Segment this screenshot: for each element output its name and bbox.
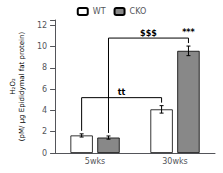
svg-text:H₂O₂: H₂O₂ (9, 78, 17, 95)
svg-text:(pM/ µg Epididymal fat protein: (pM/ µg Epididymal fat protein) (18, 32, 26, 142)
svg-text:10: 10 (37, 42, 47, 51)
svg-text:4: 4 (42, 106, 47, 115)
svg-text:$$$: $$$ (140, 29, 157, 38)
svg-text:0: 0 (42, 149, 47, 158)
svg-text:WT: WT (93, 7, 106, 16)
svg-text:12: 12 (37, 21, 47, 30)
svg-text:tt: tt (118, 88, 126, 97)
svg-text:***: *** (182, 28, 195, 37)
svg-text:6: 6 (42, 85, 47, 94)
svg-text:8: 8 (42, 63, 47, 72)
svg-text:5wks: 5wks (85, 157, 105, 166)
svg-text:2: 2 (42, 127, 47, 136)
svg-text:CKO: CKO (130, 7, 147, 16)
svg-text:30wks: 30wks (162, 157, 188, 166)
